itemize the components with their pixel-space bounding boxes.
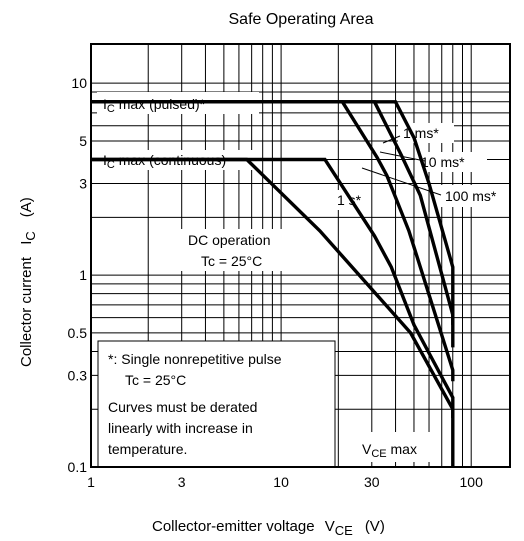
- leader-10ms: [379, 151, 426, 162]
- plot-frame: [90, 43, 511, 468]
- soa-curve-dc-operation: [91, 157, 455, 467]
- x-tick-label: 100: [460, 474, 484, 490]
- note-line-5: temperature.: [108, 441, 187, 457]
- label-mask-dc: [180, 229, 295, 271]
- note-line-1: *: Single nonrepetitive pulse: [108, 351, 282, 367]
- note-line-4: linearly with increase in: [108, 420, 253, 436]
- y-tick-label: 3: [79, 176, 87, 192]
- x-tick-label: 1: [87, 474, 95, 490]
- x-tick-label: 3: [178, 474, 186, 490]
- x-tick-label: 30: [364, 474, 380, 490]
- label-ic-pulsed-symbol: I: [103, 96, 107, 112]
- chart-title: Safe Operating Area: [229, 11, 374, 28]
- y-tick-label: 1: [79, 267, 87, 283]
- y-axis-title: Collector current IC (A): [18, 197, 38, 367]
- grid-lines: [91, 44, 510, 467]
- vce-max-label: VCE max: [354, 432, 438, 462]
- vce-max-subscript: CE: [371, 448, 386, 460]
- y-axis-text: Collector current: [18, 256, 35, 367]
- x-tick-labels: 1 3 10 30 100: [87, 474, 483, 490]
- soa-curve-1-s: [91, 157, 455, 418]
- y-axis-symbol: I: [18, 241, 35, 245]
- x-axis-text: Collector-emitter voltage: [152, 518, 315, 535]
- x-tick-label: 10: [273, 474, 289, 490]
- label-1s: 1 s*: [337, 192, 362, 208]
- label-ic-pulsed-subscript: C: [107, 103, 115, 115]
- soa-curve-100-ms: [91, 100, 455, 382]
- y-axis-subscript: C: [23, 231, 38, 240]
- x-axis-symbol: V: [325, 518, 335, 535]
- y-tick-label: 0.1: [68, 459, 88, 475]
- label-mask-100ms: [441, 185, 506, 207]
- label-ic-continuous: IC max (continuous): [103, 152, 226, 171]
- label-ic-cont-subscript: C: [107, 159, 115, 171]
- x-axis-subscript: CE: [335, 523, 353, 538]
- y-tick-label: 0.3: [68, 367, 88, 383]
- y-tick-label: 0.5: [68, 325, 88, 341]
- label-dc-operation: DC operation: [188, 232, 271, 248]
- label-100ms: 100 ms*: [445, 188, 497, 204]
- label-mask-1ms: [398, 123, 454, 143]
- label-ic-cont-rest: max (continuous): [115, 152, 226, 168]
- note-line-2: Tc = 25°C: [125, 372, 186, 388]
- note-box: *: Single nonrepetitive pulse Tc = 25°C …: [97, 340, 336, 468]
- x-axis-title: Collector-emitter voltage VCE (V): [152, 518, 385, 538]
- label-mask-10ms: [415, 152, 487, 172]
- vce-max-rest: max: [387, 441, 417, 457]
- leader-1ms: [382, 135, 401, 144]
- label-dc-tc: Tc = 25°C: [201, 253, 262, 269]
- y-tick-label: 5: [79, 133, 87, 149]
- label-ic-pulsed: IC max (pulsed)*: [103, 96, 206, 115]
- vce-max-symbol: V: [362, 441, 372, 457]
- label-10ms: 10 ms*: [421, 154, 465, 170]
- x-axis-unit: (V): [365, 518, 385, 535]
- label-1ms: 1 ms*: [403, 125, 439, 141]
- y-axis-unit: (A): [18, 197, 35, 217]
- label-ic-pulsed-rest: max (pulsed)*: [115, 96, 206, 112]
- y-tick-labels: 0.1 0.3 0.5 1 3 5 10: [68, 75, 88, 475]
- leader-lines: [361, 135, 442, 196]
- svg-text:VCE max: VCE max: [362, 441, 417, 460]
- y-tick-label: 10: [71, 75, 87, 91]
- leader-100ms: [361, 167, 442, 196]
- note-line-3: Curves must be derated: [108, 399, 257, 415]
- label-ic-cont-symbol: I: [103, 152, 107, 168]
